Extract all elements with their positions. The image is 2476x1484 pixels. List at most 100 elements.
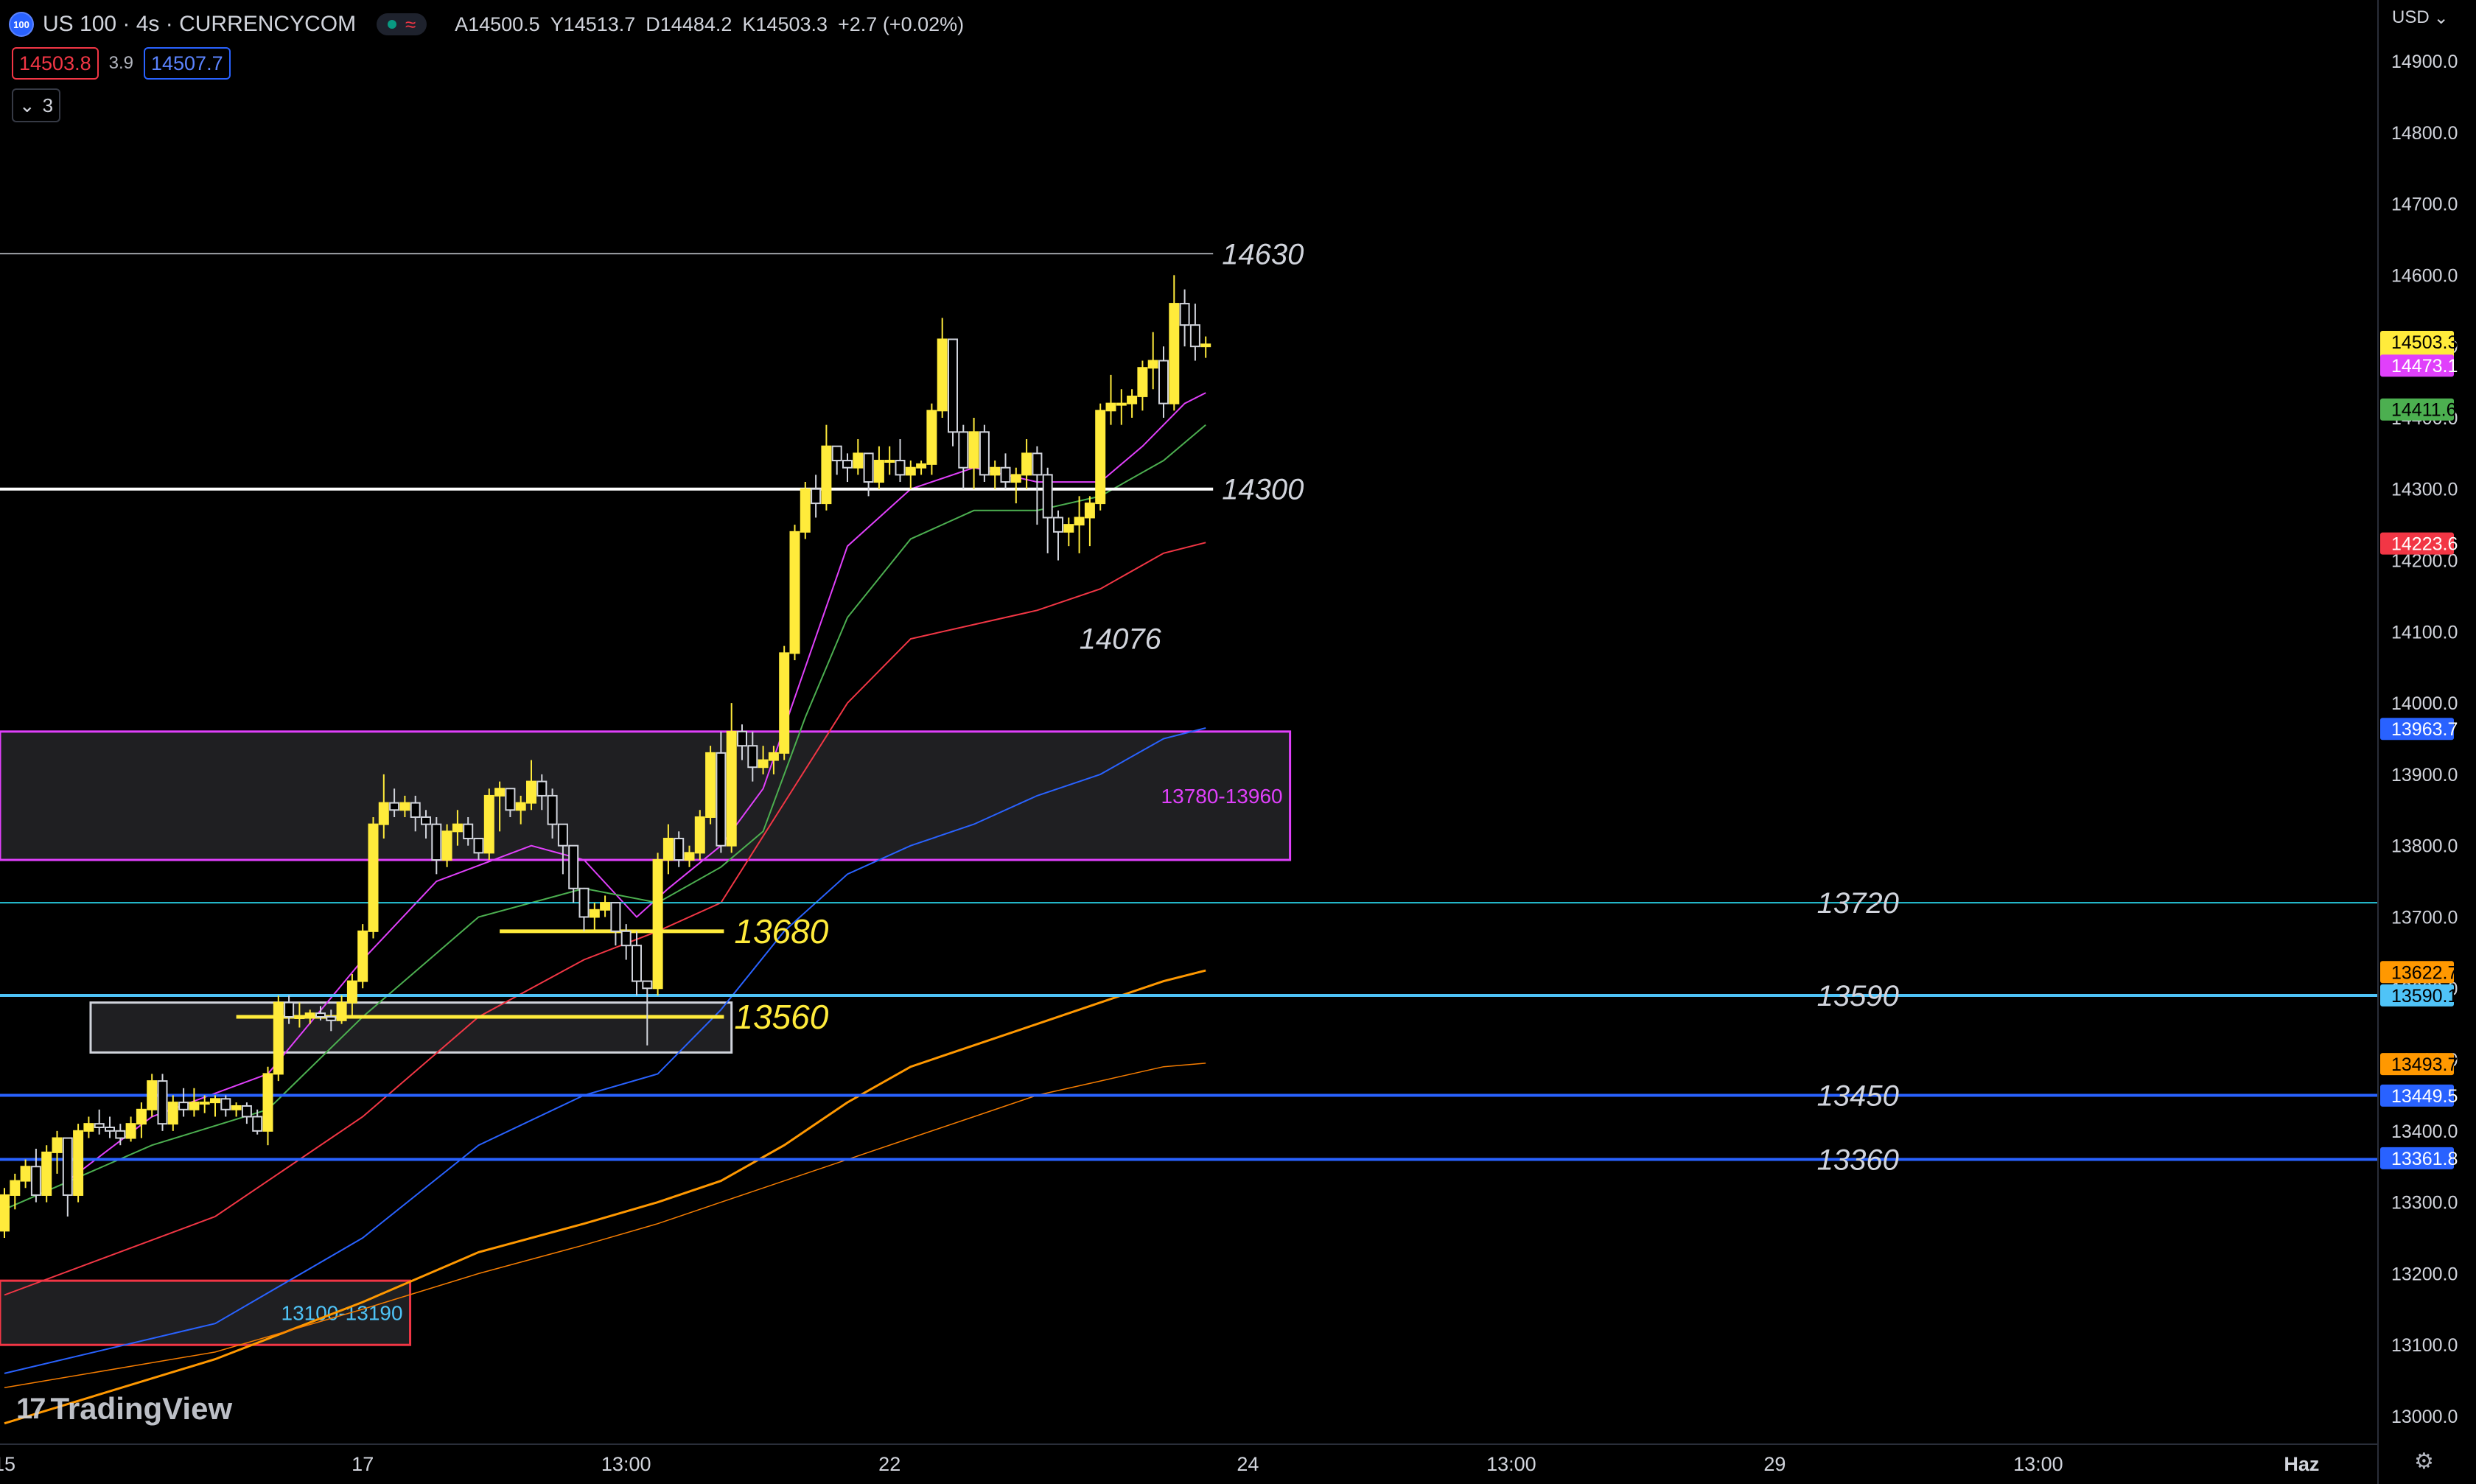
level-label: 14300 [1222,474,1304,506]
time-tick-label: 29 [1763,1453,1786,1475]
candle-body [1042,474,1053,519]
candle-body [115,1130,126,1139]
price-tick-label: 14100.0 [2391,622,2458,643]
ohlc-low: D14484.2 [646,13,732,35]
candle-body [557,823,568,847]
symbol-title[interactable]: US 100 · 4s · CURRENCYCOM [43,12,357,36]
price-tick-label: 14700.0 [2391,195,2458,215]
candle-body [1105,402,1116,412]
candle-body [642,980,653,990]
candle-body [948,338,958,433]
candle-body [652,859,663,990]
price-label-box [2380,718,2454,741]
candle-body [1137,367,1148,397]
candle-body [241,1105,252,1118]
candle-body [694,816,705,854]
candle-body [905,466,916,476]
candle-body [884,460,895,463]
trade-buttons: 14503.8 3.9 14507.7 [12,47,231,80]
buy-price-button[interactable]: 14507.7 [143,47,231,80]
candle-body [1147,360,1158,369]
price-axis-bg [2378,0,2476,1484]
ohlc-close: K14503.3 [742,13,828,35]
price-label-value: 14503.3 [2391,332,2458,353]
candle-body [716,752,727,847]
price-label-box [2380,532,2454,555]
candle-body [30,1166,41,1196]
candle-body [304,1012,315,1018]
price-tick-label: 14000.0 [2391,693,2458,714]
price-tick-label: 14300.0 [2391,480,2458,500]
price-label-value: 14473.1 [2391,356,2458,377]
candle-body [10,1180,21,1196]
symbol-logo-icon[interactable]: 100 [9,12,34,37]
time-tick-label: 13:00 [601,1453,651,1475]
candle-body [600,902,611,911]
candle-body [252,1116,263,1132]
candle-body [431,823,442,861]
level-label: 13720 [1817,887,1899,920]
candle-body [1084,503,1095,519]
time-tick-label: 17 [352,1453,374,1475]
candle-body [684,852,695,861]
candle-body [1032,452,1043,476]
indicators-toggle-button[interactable]: ⌄ 3 [12,88,60,122]
candle-body [315,1012,326,1018]
indicators-count: 3 [42,94,54,116]
candle-body [199,1102,210,1105]
candle-body [326,1015,337,1021]
price-label-value: 13361.8 [2391,1149,2458,1169]
price-tick-label: 14900.0 [2391,52,2458,72]
price-label-box [2380,354,2454,377]
zone-label: 13780-13960 [1161,785,1283,808]
candle-body [473,838,484,854]
currency-selector[interactable]: USD ⌄ [2392,7,2449,29]
candle-body [1169,303,1180,405]
sell-price-button[interactable]: 14503.8 [12,47,99,80]
candle-body [463,823,474,840]
ohlc-change: +2.7 (+0.02%) [838,13,965,35]
candle-body [73,1130,84,1196]
candle-body [758,759,769,769]
candle-body [399,802,410,811]
chevron-down-icon: ⌄ [18,94,35,116]
candle-body [589,909,600,918]
price-tick-label: 13400.0 [2391,1121,2458,1142]
candle-body [346,980,357,1004]
candle-body [231,1105,242,1110]
price-label-box [2380,1147,2454,1169]
candle-body [990,466,1001,476]
candle-body [842,460,853,469]
candle-body [220,1098,231,1110]
spread-value: 3.9 [108,53,133,73]
moving-average-line-3 [4,727,1206,1374]
candle-body [20,1166,31,1182]
moving-average-line-5 [4,1063,1206,1389]
candle-body [105,1127,115,1132]
settings-gear-icon[interactable]: ⚙ [2414,1449,2434,1474]
candle-body [1158,360,1169,405]
price-label-value: 13493.7 [2391,1054,2458,1075]
candle-body [747,745,758,769]
candle-body [52,1137,63,1153]
candle-body [441,830,452,861]
zone-box-1 [89,1001,733,1054]
candle-body [210,1098,220,1104]
price-label-box [2380,398,2454,421]
candle-body [800,488,811,533]
annotation-label: 14076 [1080,623,1162,656]
zone-box-0 [0,730,1292,861]
candle-body [610,902,621,932]
candle-body [705,752,716,818]
moving-average-line-1 [4,424,1206,1211]
candle-body [726,730,737,847]
candle-body [536,780,548,797]
candle-body [1200,343,1211,348]
market-status[interactable]: ≈ [377,13,427,35]
candle-body [515,802,526,811]
tradingview-logo-icon: 17 [16,1392,46,1425]
price-label-box [2380,1084,2454,1107]
time-tick-label: 22 [878,1453,900,1475]
candle-body [505,788,516,811]
